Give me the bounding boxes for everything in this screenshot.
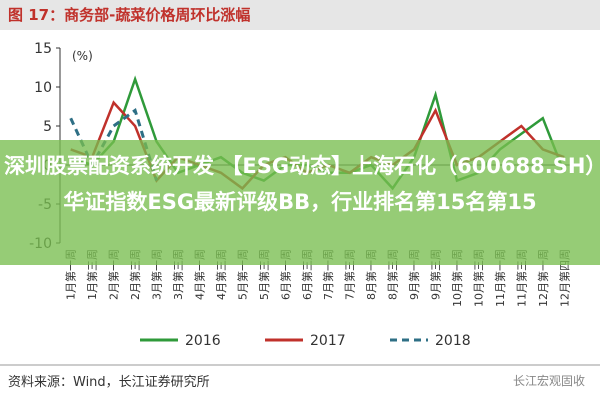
banner: 深圳股票配资系统开发 【ESG动态】上海石化（600688.SH）华证指数ESG… [0, 140, 600, 265]
title-bar [0, 0, 600, 30]
legend-label: 2017 [310, 333, 346, 349]
watermark: 长江宏观固收 [513, 373, 585, 388]
source: 资料来源：Wind，长江证券研究所 [8, 374, 210, 390]
line-series [69, 107, 158, 182]
legend-label: 2018 [435, 333, 471, 349]
y-tick-label: 10 [34, 80, 52, 96]
chart-title: 图 17：商务部-蔬菜价格周环比涨幅 [8, 6, 250, 24]
legend-label: 2016 [185, 333, 221, 349]
y-axis-label: (%) [72, 49, 93, 63]
y-tick-label: 15 [34, 41, 52, 57]
y-tick-label: 5 [43, 119, 52, 135]
